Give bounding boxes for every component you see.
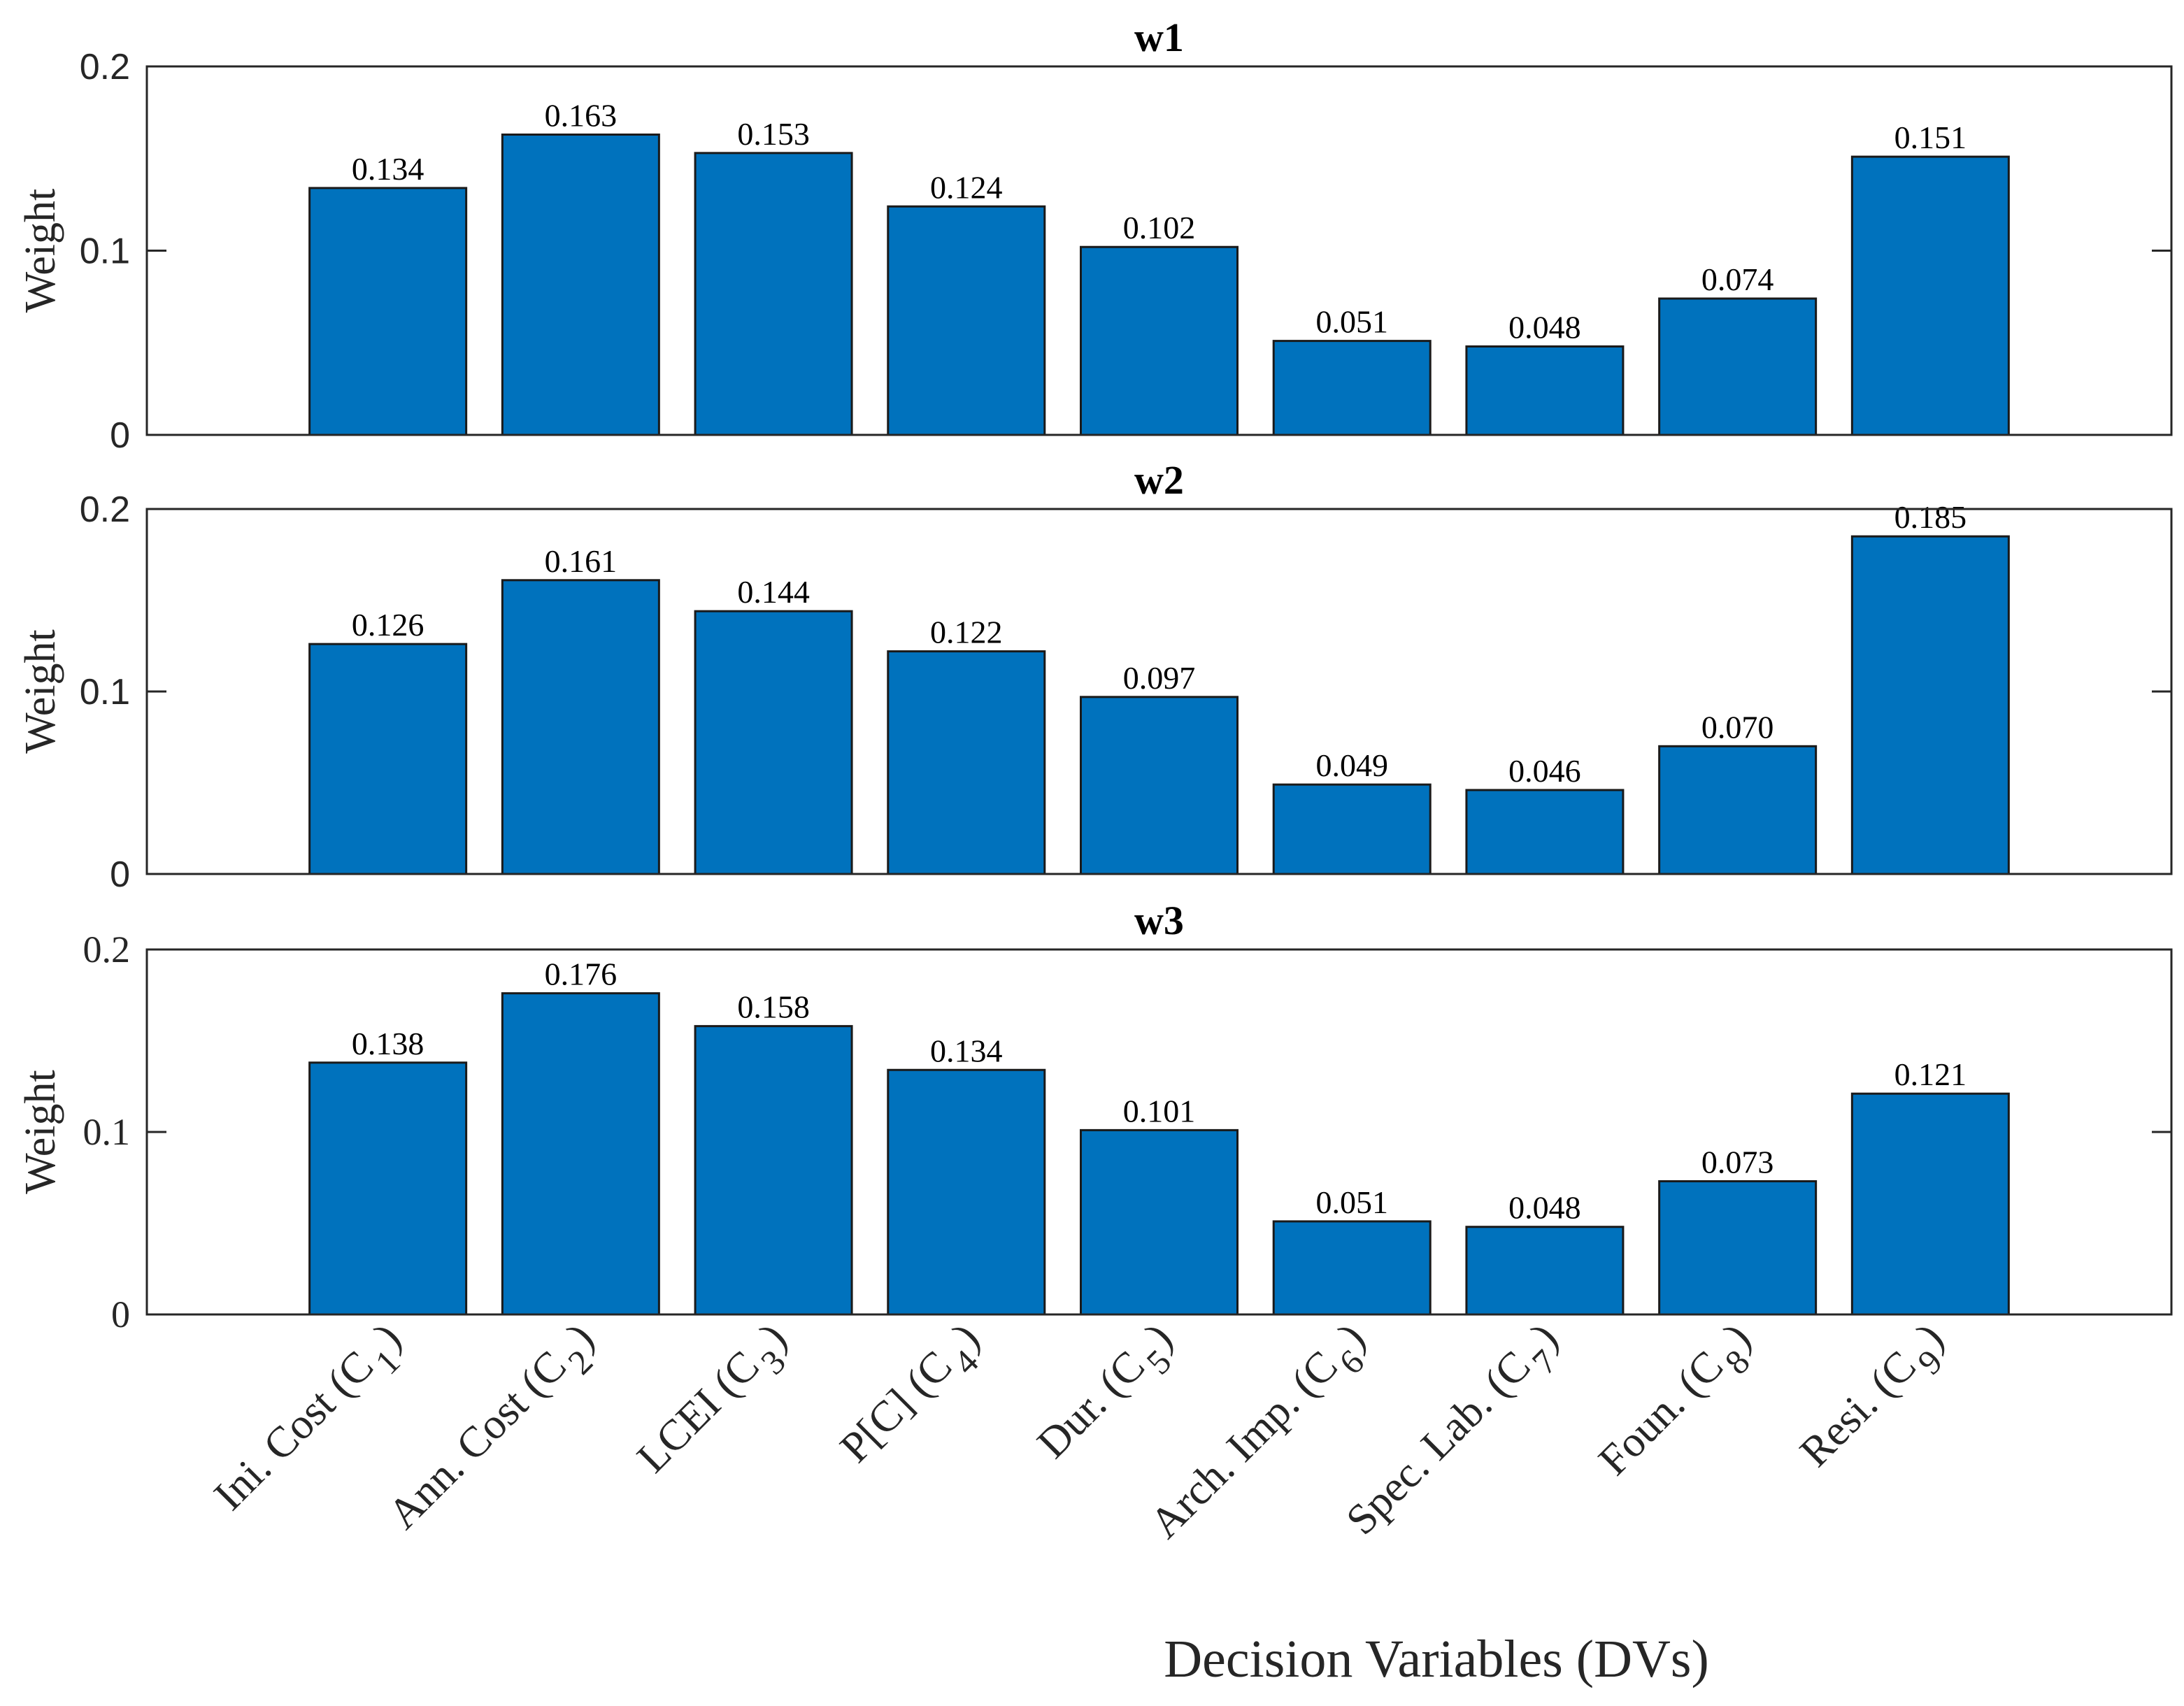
data-label: 0.102	[1123, 210, 1196, 245]
data-label: 0.073	[1701, 1144, 1774, 1180]
y-tick-label: 0	[110, 415, 130, 456]
data-label: 0.046	[1508, 753, 1581, 789]
panel-title: w3	[1134, 898, 1184, 943]
bar-w2-c1	[308, 643, 468, 875]
axes-box	[145, 65, 2173, 436]
data-label: 0.134	[930, 1033, 1003, 1068]
panel-w1: w1 Weight 0 0.1 0.2 0.134 0.163 0.153 0.124 0.102…	[17, 15, 2173, 456]
data-label: 0.176	[545, 956, 618, 992]
data-label: 0.163	[545, 97, 618, 133]
bar-w3-c2	[501, 992, 660, 1316]
y-tick-label: 0.1	[80, 231, 130, 272]
data-label: 0.097	[1123, 660, 1196, 696]
bar-w2-c2	[501, 579, 660, 875]
chart-panels: w1 Weight 0 0.1 0.2 0.134 0.163 0.153 0.124 0.102…	[17, 15, 2173, 1335]
y-axis-label: Weight	[17, 1070, 64, 1194]
y-axis-label: Weight	[17, 189, 64, 313]
bar-w1-c6	[1272, 340, 1432, 436]
data-label: 0.185	[1894, 499, 1967, 535]
y-tick-label: 0	[111, 1293, 130, 1335]
data-label: 0.153	[737, 116, 810, 152]
y-axis-label: Weight	[17, 629, 64, 754]
bar-w3-c1	[308, 1061, 468, 1316]
y-tick-label: 0.1	[80, 672, 130, 712]
bar-w1-c5	[1080, 245, 1239, 436]
bar-w2-c5	[1080, 696, 1239, 875]
data-label: 0.074	[1701, 261, 1774, 297]
panel-w2: w2 Weight 0 0.1 0.2 0.126 0.161 0.144 0.122 0.097…	[17, 457, 2173, 895]
data-label: 0.121	[1894, 1056, 1967, 1092]
bar-w3-c9	[1850, 1092, 2010, 1316]
axes-box	[145, 508, 2173, 875]
bar-w3-c5	[1080, 1128, 1239, 1316]
bar-w2-c3	[694, 610, 853, 875]
panel-w3: w3 Weight 0 0.1 0.2 0.138 0.176 0.158 0.134 0.101…	[17, 898, 2173, 1335]
bar-w3-c6	[1272, 1220, 1432, 1316]
bar-w1-c4	[887, 205, 1046, 436]
bar-w2-c6	[1272, 783, 1432, 875]
y-tick-label: 0.2	[80, 47, 130, 87]
bar-w1-c8	[1658, 297, 1818, 436]
x-axis-label: Decision Variables (DVs)	[1164, 1630, 1709, 1689]
x-tick-label: Dur. (C5)	[1028, 1314, 1190, 1477]
bar-w2-c7	[1465, 789, 1625, 875]
data-label: 0.144	[737, 574, 810, 610]
data-label: 0.124	[930, 169, 1003, 205]
data-label: 0.051	[1315, 1184, 1388, 1220]
x-tick-label: P[C] (C4)	[832, 1314, 999, 1482]
x-tick-label: Resi. (C9)	[1791, 1314, 1962, 1486]
y-tick-label: 0.2	[83, 929, 131, 970]
data-label: 0.101	[1123, 1093, 1196, 1128]
y-tick-label: 0.1	[83, 1111, 131, 1153]
bar-w1-c1	[308, 187, 468, 436]
x-tick-label: Foun. (C8)	[1590, 1314, 1769, 1494]
data-label: 0.070	[1701, 709, 1774, 745]
data-label: 0.051	[1315, 304, 1388, 340]
x-tick-label: LCEI (C3)	[628, 1314, 805, 1491]
bar-w1-c2	[501, 133, 660, 436]
bar-w1-c3	[694, 152, 853, 436]
data-label: 0.158	[737, 989, 810, 1025]
bar-w3-c7	[1465, 1226, 1625, 1316]
bar-w2-c8	[1658, 745, 1818, 875]
data-label: 0.134	[352, 151, 424, 187]
x-tick-labels: Ini. Cost (C1)Ann. Cost (C2)LCEI (C3)P[C…	[205, 1314, 1962, 1554]
data-label: 0.161	[545, 543, 618, 579]
y-tick-label: 0	[110, 854, 130, 895]
bar-w3-c3	[694, 1025, 853, 1316]
bar-w3-c4	[887, 1068, 1046, 1316]
x-tick-label: Ann. Cost (C2)	[379, 1314, 613, 1548]
bar-w3-c8	[1658, 1180, 1818, 1316]
data-label: 0.048	[1508, 1190, 1581, 1226]
x-tick-label: Spec. Lab. (C7)	[1337, 1314, 1576, 1554]
bar-w2-c9	[1850, 535, 2010, 875]
panel-title: w2	[1134, 457, 1184, 503]
data-label: 0.138	[352, 1026, 424, 1061]
data-label: 0.048	[1508, 310, 1581, 345]
bar-w1-c7	[1465, 345, 1625, 436]
data-label: 0.049	[1315, 747, 1388, 783]
bar-w2-c4	[887, 650, 1046, 875]
bar-w1-c9	[1850, 155, 2010, 436]
data-label: 0.126	[352, 607, 424, 643]
axes-box	[145, 948, 2173, 1316]
panel-title: w1	[1134, 15, 1184, 60]
y-tick-label: 0.2	[80, 489, 130, 530]
data-label: 0.151	[1894, 120, 1967, 155]
data-label: 0.122	[930, 615, 1003, 650]
